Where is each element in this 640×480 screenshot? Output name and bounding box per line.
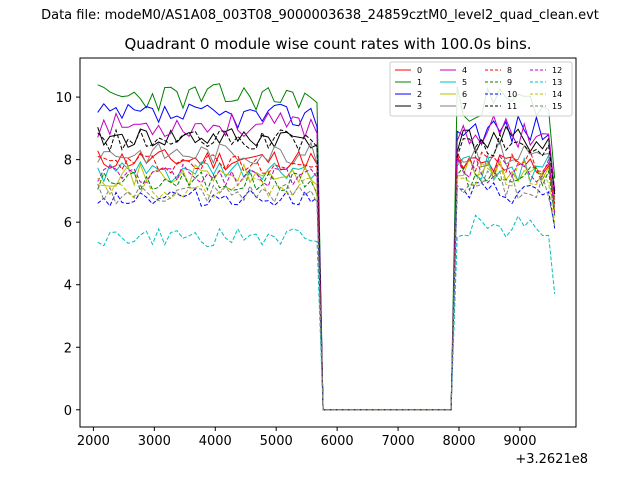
series-line-7 bbox=[97, 139, 556, 411]
legend-label-1: 1 bbox=[417, 78, 422, 87]
x-axis-offset-label: +3.2621e8 bbox=[515, 452, 588, 467]
x-tick-label-6000: 6000 bbox=[321, 434, 354, 449]
legend-label-14: 14 bbox=[552, 90, 562, 99]
legend-label-6: 6 bbox=[462, 90, 467, 99]
series-line-6 bbox=[97, 156, 556, 411]
legend-label-13: 13 bbox=[552, 78, 562, 87]
legend-box bbox=[389, 61, 573, 117]
legend-label-9: 9 bbox=[507, 78, 512, 87]
x-tick-label-2000: 2000 bbox=[77, 434, 110, 449]
x-tick-label-3000: 3000 bbox=[138, 434, 171, 449]
legend-label-5: 5 bbox=[462, 78, 467, 87]
series-line-9 bbox=[97, 166, 556, 411]
y-tick-label-2: 2 bbox=[64, 341, 72, 356]
legend-label-11: 11 bbox=[507, 102, 517, 111]
x-tick-label-4000: 4000 bbox=[199, 434, 232, 449]
series-line-13 bbox=[97, 214, 556, 411]
series-line-14 bbox=[97, 160, 556, 411]
x-tick-label-8000: 8000 bbox=[442, 434, 475, 449]
legend-label-4: 4 bbox=[462, 66, 467, 75]
legend-label-2: 2 bbox=[417, 90, 422, 99]
plot-frame bbox=[79, 57, 577, 428]
legend-label-7: 7 bbox=[462, 102, 467, 111]
chart-title: Quadrant 0 module wise count rates with … bbox=[124, 35, 532, 53]
series-line-8 bbox=[97, 149, 556, 411]
series-line-15 bbox=[97, 170, 556, 411]
y-tick-label-8: 8 bbox=[64, 154, 72, 169]
x-tick-label-5000: 5000 bbox=[260, 434, 293, 449]
legend-label-10: 10 bbox=[507, 90, 517, 99]
y-tick-label-0: 0 bbox=[64, 404, 72, 419]
y-tick-label-10: 10 bbox=[55, 91, 72, 106]
x-tick-label-7000: 7000 bbox=[382, 434, 415, 449]
series-line-2 bbox=[97, 102, 556, 411]
figure-suptitle: Data file: modeM0/AS1A08_003T08_90000036… bbox=[41, 8, 599, 23]
legend-label-12: 12 bbox=[552, 66, 562, 75]
y-tick-label-6: 6 bbox=[64, 216, 72, 231]
legend-label-8: 8 bbox=[507, 66, 512, 75]
legend-label-3: 3 bbox=[417, 102, 422, 111]
x-tick-label-9000: 9000 bbox=[503, 434, 536, 449]
y-tick-label-4: 4 bbox=[64, 279, 72, 294]
legend-label-15: 15 bbox=[552, 102, 562, 111]
legend-label-0: 0 bbox=[417, 66, 422, 75]
series-line-10 bbox=[97, 181, 556, 411]
